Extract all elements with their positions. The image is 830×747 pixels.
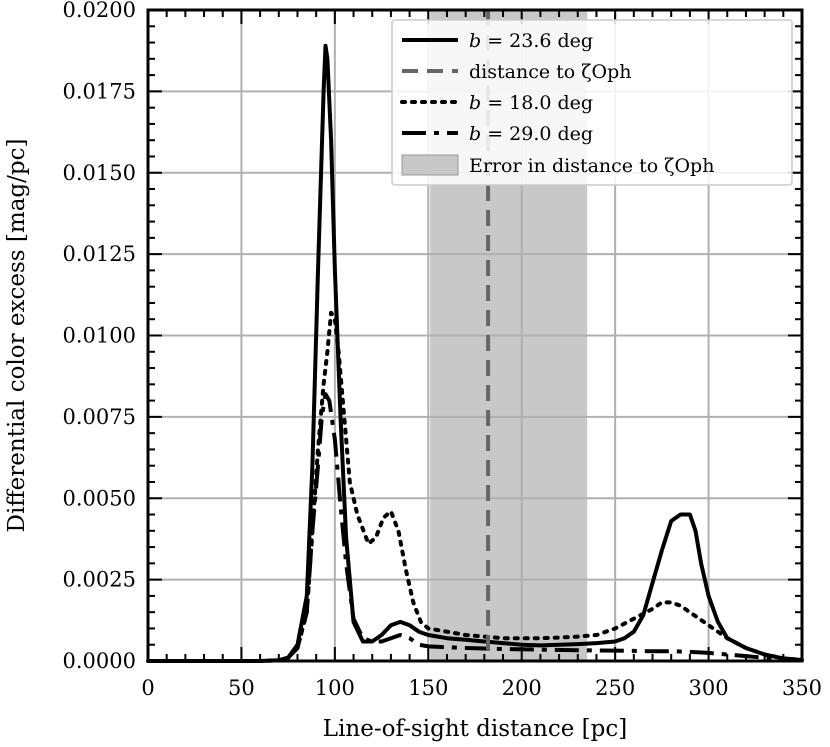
y-tick-label: 0.0000 (63, 649, 136, 673)
x-tick-label: 0 (141, 676, 154, 700)
x-tick-label: 300 (689, 676, 729, 700)
y-axis-label: Differential color excess [mag/pc] (4, 139, 30, 533)
y-tick-label: 0.0025 (63, 568, 136, 592)
y-tick-label: 0.0125 (63, 242, 136, 266)
x-tick-label: 50 (228, 676, 255, 700)
series-line-3 (148, 392, 803, 663)
legend: b = 23.6 deg distance to ζOph b = 18.0 deg… (391, 19, 793, 186)
legend-label-4: b = 29.0 deg (469, 123, 593, 145)
legend-label-5: Error in distance to ζOph (469, 155, 714, 177)
legend-box (391, 19, 793, 186)
x-tick-label: 100 (315, 676, 355, 700)
y-tick-label: 0.0075 (63, 405, 136, 429)
x-tick-label: 150 (408, 676, 448, 700)
x-axis-label: Line-of-sight distance [pc] (323, 716, 627, 742)
legend-label-3: b = 18.0 deg (469, 92, 593, 114)
y-tick-label: 0.0200 (63, 0, 136, 22)
legend-label-1: b = 23.6 deg (469, 30, 593, 52)
y-tick-label: 0.0150 (63, 161, 136, 185)
legend-handle-5 (401, 154, 459, 176)
y-tick-label: 0.0050 (63, 486, 136, 510)
y-tick-label: 0.0100 (63, 324, 136, 348)
tick-layer (147, 9, 803, 662)
y-tick-label: 0.0175 (63, 79, 136, 103)
x-tick-label: 250 (595, 676, 635, 700)
series-line-2 (146, 310, 804, 663)
x-tick-label: 350 (782, 676, 822, 700)
x-tick-label: 200 (502, 676, 542, 700)
tick-label-layer: 0 50 100 150 200 250 300 350 0.0000 0.0025 0.0050 0… (63, 0, 823, 700)
series-line-1 (148, 43, 803, 663)
legend-label-2: distance to ζOph (469, 61, 632, 83)
